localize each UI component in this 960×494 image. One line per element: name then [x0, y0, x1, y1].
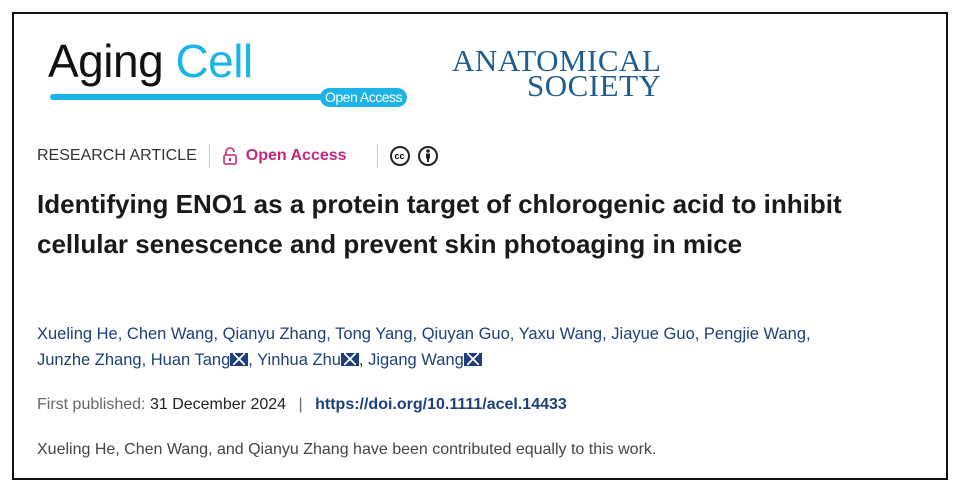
- author[interactable]: Jigang Wang: [368, 351, 464, 369]
- society-line2: SOCIETY: [527, 68, 662, 103]
- email-icon[interactable]: [340, 353, 359, 366]
- author[interactable]: Pengjie Wang: [703, 325, 807, 343]
- equal-contribution-note: Xueling He, Chen Wang, and Qianyu Zhang …: [37, 441, 657, 458]
- email-icon[interactable]: [230, 353, 249, 366]
- logo-aging: Aging: [48, 35, 164, 87]
- cc-icon[interactable]: cc: [389, 146, 410, 166]
- anatomical-society-logo[interactable]: ANATOMICAL SOCIETY: [452, 43, 662, 103]
- article-type: RESEARCH ARTICLE: [37, 147, 197, 164]
- attribution-icon[interactable]: [417, 146, 438, 166]
- open-access-label: Open Access: [245, 147, 347, 164]
- frame: [12, 12, 948, 480]
- divider: [376, 145, 378, 167]
- author[interactable]: Qianyu Zhang: [222, 325, 327, 343]
- doi-link[interactable]: https://doi.org/10.1111/acel.14433: [315, 396, 567, 413]
- author[interactable]: Xueling He: [37, 325, 118, 343]
- open-access-badge[interactable]: Open Access: [222, 147, 347, 165]
- published-date: 31 December 2024: [149, 396, 287, 413]
- author[interactable]: Jiayue Guo: [611, 325, 695, 343]
- author[interactable]: Tong Yang: [335, 325, 413, 343]
- separator: |: [298, 396, 303, 413]
- society-line1: ANATOMICAL: [452, 43, 662, 78]
- lock-icon: [222, 147, 237, 165]
- author[interactable]: Qiuyan Guo: [421, 325, 510, 343]
- divider: [208, 145, 210, 167]
- logo-bar: [50, 94, 326, 100]
- email-icon[interactable]: [463, 353, 482, 366]
- author[interactable]: Yinhua Zhu: [257, 351, 341, 369]
- article-meta: RESEARCH ARTICLE Open Access cc: [37, 144, 446, 168]
- published-label: First published:: [37, 396, 146, 413]
- aging-cell-logo[interactable]: Aging Cell: [48, 36, 253, 86]
- logo-cell: Cell: [175, 35, 253, 87]
- author[interactable]: Chen Wang: [126, 325, 214, 343]
- author[interactable]: Junzhe Zhang: [37, 351, 142, 369]
- article-title: Identifying ENO1 as a protein target of …: [37, 189, 842, 259]
- logo-open-access: Open Access: [320, 88, 407, 107]
- publication-info: First published: 31 December 2024 | http…: [37, 396, 567, 414]
- author-list: Xueling He, Chen Wang, Qianyu Zhang, Ton…: [37, 325, 811, 369]
- author[interactable]: Huan Tang: [150, 351, 231, 369]
- author[interactable]: Yaxu Wang: [518, 325, 603, 343]
